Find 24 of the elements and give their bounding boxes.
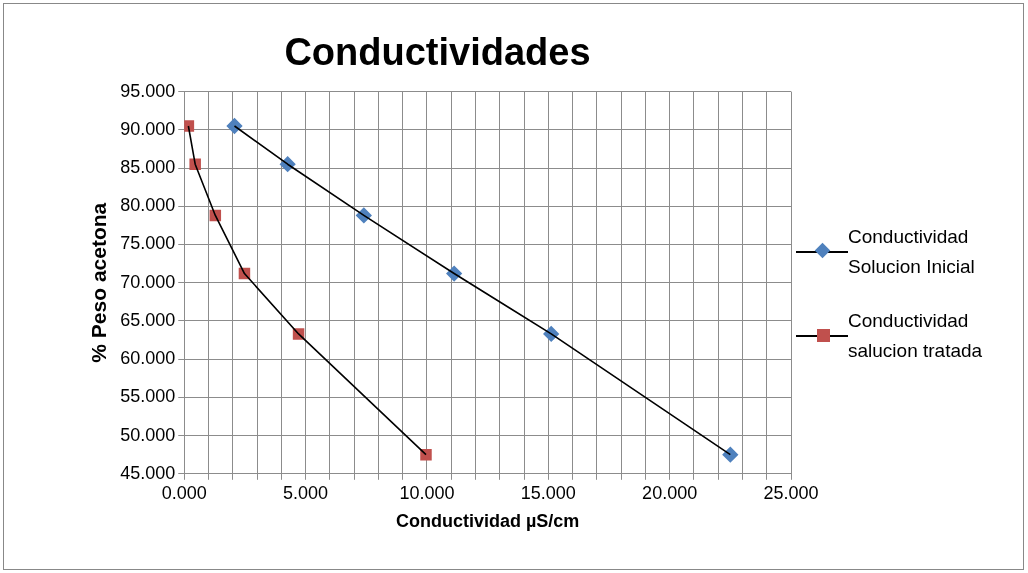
y-tick-label: 60.000	[120, 348, 176, 369]
point	[226, 118, 243, 134]
y-tick-label: 75.000	[120, 233, 176, 254]
legend-label: Conductividad salucion tratada	[848, 309, 984, 363]
chart-title: Conductividades	[284, 31, 591, 74]
y-axis-title: % Peso acetona	[87, 202, 111, 363]
x-tick-label: 15.000	[520, 482, 576, 503]
y-tick-label: 45.000	[120, 462, 176, 483]
x-tick-label: 5.000	[283, 482, 329, 503]
y-tick-label: 50.000	[120, 424, 176, 445]
y-tick-label: 55.000	[120, 386, 176, 407]
y-tick-label: 90.000	[120, 118, 176, 139]
y-tick-label: 80.000	[120, 195, 176, 216]
x-tick-label: 20.000	[642, 482, 698, 503]
x-tick-label: 10.000	[399, 482, 455, 503]
x-tick-label: 25.000	[763, 482, 819, 503]
y-tick-label: 85.000	[120, 157, 176, 178]
x-tick-label: 0.000	[161, 482, 207, 503]
point	[722, 446, 739, 463]
x-axis-title: Conductividad µS/cm	[395, 511, 580, 532]
y-tick-label: 65.000	[120, 309, 176, 330]
y-tick-label: 70.000	[120, 271, 176, 292]
y-tick-label: 95.000	[120, 80, 176, 101]
legend-label: Conductividad Solucion Inicial	[848, 225, 976, 279]
